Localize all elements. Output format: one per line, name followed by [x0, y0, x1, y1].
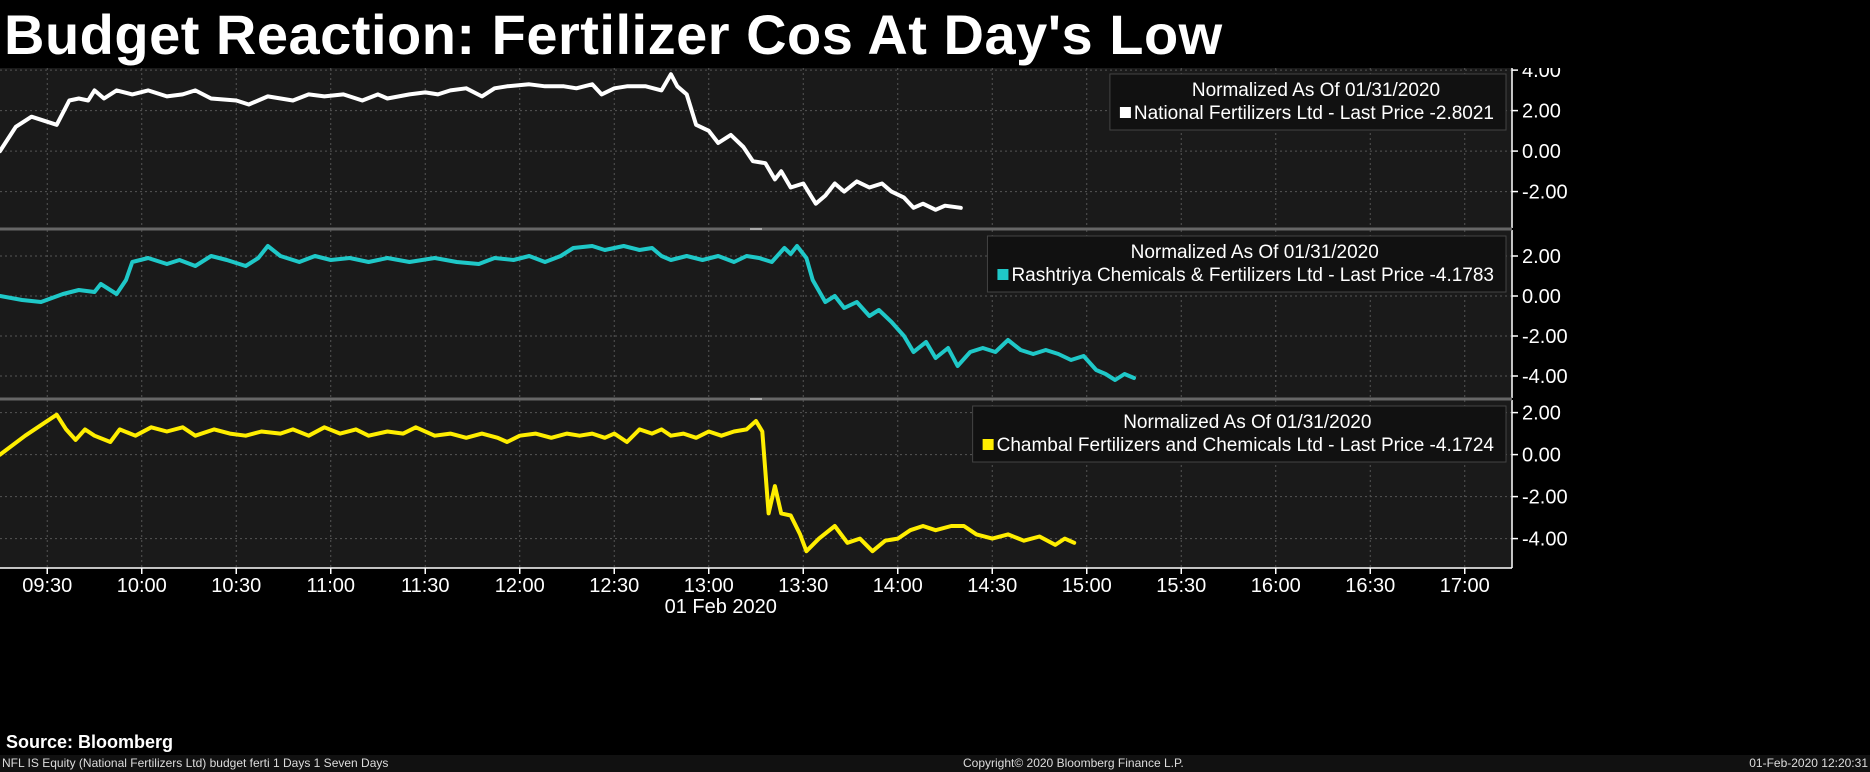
x-tick-label: 11:30 [401, 575, 450, 597]
x-tick-label: 14:00 [873, 575, 923, 597]
legend-title: Normalized As Of 01/31/2020 [1131, 242, 1379, 263]
y-tick-label: 0.00 [1522, 141, 1561, 163]
chart-title: Budget Reaction: Fertilizer Cos At Day's… [4, 3, 1223, 66]
y-tick-label: 2.00 [1522, 101, 1561, 123]
x-tick-label: 10:00 [117, 575, 167, 597]
x-tick-label: 16:30 [1345, 575, 1395, 597]
panel-1: 4.00 2.00 0.00 -2.00 Normalized As Of 01/31/… [0, 68, 1568, 228]
x-tick-label: 11:00 [306, 575, 355, 597]
y-tick-label: -4.00 [1522, 529, 1568, 551]
y-tick-label: 4.00 [1522, 68, 1561, 82]
y-tick-label: -2.00 [1522, 326, 1568, 348]
x-tick-label: 14:30 [967, 575, 1017, 597]
footer-timestamp: 01-Feb-2020 12:20:31 [1749, 756, 1868, 770]
y-tick-label: 2.00 [1522, 246, 1561, 268]
legend-box [972, 405, 1507, 463]
series-line-3 [0, 412, 1077, 554]
chart-area: 4.00 2.00 0.00 -2.00 Normalized As Of 01/31/… [0, 68, 1870, 732]
legend-title: Normalized As Of 01/31/2020 [1123, 412, 1371, 433]
legend-box [1109, 73, 1507, 131]
series-line-1 [0, 72, 963, 212]
x-tick-label: 10:30 [211, 575, 261, 597]
panel-2: 2.00 0.00 -2.00 -4.00 Normalized As Of 01/31… [0, 230, 1568, 398]
y-tick-label: -2.00 [1522, 182, 1568, 204]
legend-swatch [1119, 107, 1131, 118]
legend-label: Rashtriya Chemicals & Fertilizers Ltd - … [1011, 265, 1494, 286]
chart-panels: 4.00 2.00 0.00 -2.00 Normalized As Of 01/31/… [0, 68, 1568, 568]
y-tick-label: -2.00 [1522, 487, 1568, 509]
x-tick-label: 17:00 [1440, 575, 1490, 597]
x-tick-label: 13:30 [778, 575, 828, 597]
y-tick-label: 0.00 [1522, 445, 1561, 467]
panel-3: 2.00 0.00 -2.00 -4.00 Normalized As Of 01/31… [0, 400, 1568, 568]
x-axis: 01 Feb 2020 09:30 10:00 10:30 11:00 11:30 12:… [0, 567, 1512, 618]
footer-security-description: NFL IS Equity (National Fertilizers Ltd)… [2, 756, 389, 770]
x-tick-label: 13:00 [684, 575, 734, 597]
legend-label: Chambal Fertilizers and Chemicals Ltd - … [997, 435, 1495, 456]
footer-copyright: Copyright© 2020 Bloomberg Finance L.P. [963, 756, 1184, 770]
legend-swatch [997, 269, 1009, 280]
y-tick-label: 0.00 [1522, 286, 1561, 308]
x-tick-label: 09:30 [22, 575, 72, 597]
panel-resize-handle [750, 398, 762, 400]
legend-title: Normalized As Of 01/31/2020 [1192, 80, 1440, 101]
x-tick-label: 16:00 [1251, 575, 1301, 597]
x-axis-date-label: 01 Feb 2020 [665, 596, 777, 618]
y-tick-label: 2.00 [1522, 403, 1561, 425]
source-label: Source: Bloomberg [6, 732, 174, 752]
footer-bar: NFL IS Equity (National Fertilizers Ltd)… [0, 755, 1870, 772]
x-tick-label: 12:30 [589, 575, 639, 597]
legend-swatch [982, 439, 994, 450]
x-tick-label: 15:30 [1156, 575, 1206, 597]
panel-resize-handle [750, 228, 762, 230]
legend-box [986, 235, 1507, 293]
legend-label: National Fertilizers Ltd - Last Price -2… [1134, 103, 1494, 124]
series-line-2 [0, 244, 1136, 382]
y-tick-label: -4.00 [1522, 366, 1568, 388]
x-tick-label: 12:00 [495, 575, 545, 597]
x-tick-label: 15:00 [1062, 575, 1112, 597]
